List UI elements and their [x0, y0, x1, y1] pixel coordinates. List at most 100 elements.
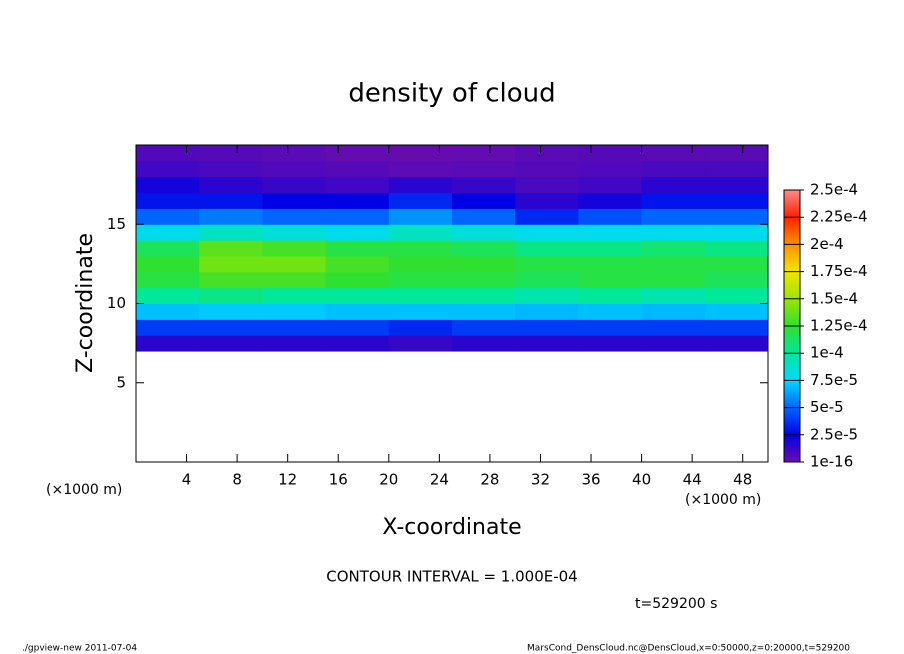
- cell: [136, 192, 200, 209]
- x-unit: (×1000 m): [685, 492, 761, 508]
- cell: [325, 335, 390, 352]
- x-tick-label: 8: [232, 471, 242, 489]
- cell: [452, 271, 516, 289]
- cell: [262, 176, 327, 194]
- contour-note: CONTOUR INTERVAL = 1.000E-04: [326, 568, 577, 586]
- cell: [452, 335, 516, 352]
- cell: [262, 255, 327, 273]
- cell: [262, 192, 327, 209]
- cell: [452, 192, 516, 209]
- cell: [452, 303, 516, 320]
- cell: [515, 208, 579, 225]
- cell: [325, 224, 390, 241]
- colorbar-segment: [784, 434, 800, 462]
- cell: [262, 319, 327, 336]
- cell: [325, 255, 390, 273]
- cell: [388, 240, 453, 257]
- cell: [325, 145, 390, 162]
- cell: [578, 176, 643, 194]
- y-unit: (×1000 m): [46, 482, 122, 498]
- y-axis-label: Z-coordinate: [73, 233, 98, 373]
- colorbar-label: 2.5e-5: [810, 425, 858, 443]
- colorbar-label: 1.75e-4: [810, 262, 868, 280]
- time-note: t=529200 s: [635, 596, 717, 612]
- cell: [136, 145, 200, 162]
- cell: [199, 240, 263, 257]
- cell: [704, 240, 769, 257]
- colorbar-label: 7.5e-5: [810, 371, 858, 389]
- cell: [578, 319, 643, 336]
- x-tick-label: 40: [632, 471, 651, 489]
- cell: [452, 255, 516, 273]
- cell: [136, 335, 200, 352]
- colorbar-segment: [784, 244, 800, 272]
- cell: [452, 145, 516, 162]
- cell: [515, 224, 579, 241]
- cell: [199, 160, 263, 178]
- x-tick-label: 12: [278, 471, 297, 489]
- cell: [262, 271, 327, 289]
- x-tick-label: 4: [182, 471, 192, 489]
- cell: [262, 160, 327, 178]
- cell: [262, 208, 327, 225]
- x-tick-label: 48: [733, 471, 752, 489]
- cell: [325, 240, 390, 257]
- cell: [262, 145, 327, 162]
- x-tick-label: 32: [531, 471, 550, 489]
- cell: [641, 335, 706, 352]
- cell: [388, 271, 453, 289]
- colorbar-segment: [784, 380, 800, 408]
- cell: [262, 224, 327, 241]
- cell: [578, 160, 643, 178]
- colorbar-label: 2e-4: [810, 235, 844, 253]
- cell: [515, 176, 579, 194]
- cell: [136, 208, 200, 225]
- colorbar-segment: [784, 217, 800, 245]
- cell: [262, 287, 327, 304]
- cell: [388, 208, 453, 225]
- cell: [515, 192, 579, 209]
- cell: [704, 335, 769, 352]
- colorbar-segment: [784, 298, 800, 326]
- cell: [578, 240, 643, 257]
- cell: [578, 208, 643, 225]
- cell: [388, 192, 453, 209]
- cell: [136, 224, 200, 241]
- cell: [325, 176, 390, 194]
- cell: [136, 271, 200, 289]
- cell: [325, 271, 390, 289]
- x-tick-label: 28: [480, 471, 499, 489]
- cell: [704, 224, 769, 241]
- cell: [388, 224, 453, 241]
- cell: [452, 160, 516, 178]
- x-tick-label: 36: [581, 471, 600, 489]
- cell: [388, 255, 453, 273]
- cell: [641, 145, 706, 162]
- cell: [641, 224, 706, 241]
- colorbar-label: 1e-4: [810, 344, 844, 362]
- cell: [515, 319, 579, 336]
- cell: [199, 255, 263, 273]
- cell: [452, 176, 516, 194]
- cell: [641, 240, 706, 257]
- cell: [325, 303, 390, 320]
- cell: [136, 176, 200, 194]
- cell: [641, 319, 706, 336]
- x-tick-label: 24: [430, 471, 449, 489]
- cell: [325, 192, 390, 209]
- x-tick-label: 44: [683, 471, 702, 489]
- cell: [325, 319, 390, 336]
- cell: [578, 224, 643, 241]
- cell: [641, 255, 706, 273]
- x-tick-label: 16: [329, 471, 348, 489]
- chart-title: density of cloud: [348, 79, 555, 109]
- cell: [325, 287, 390, 304]
- cell: [452, 319, 516, 336]
- cell: [578, 192, 643, 209]
- cell: [199, 271, 263, 289]
- cell: [515, 303, 579, 320]
- footer-right: MarsCond_DensCloud.nc@DensCloud,x=0:5000…: [527, 644, 850, 654]
- cell: [199, 303, 263, 320]
- cell: [704, 255, 769, 273]
